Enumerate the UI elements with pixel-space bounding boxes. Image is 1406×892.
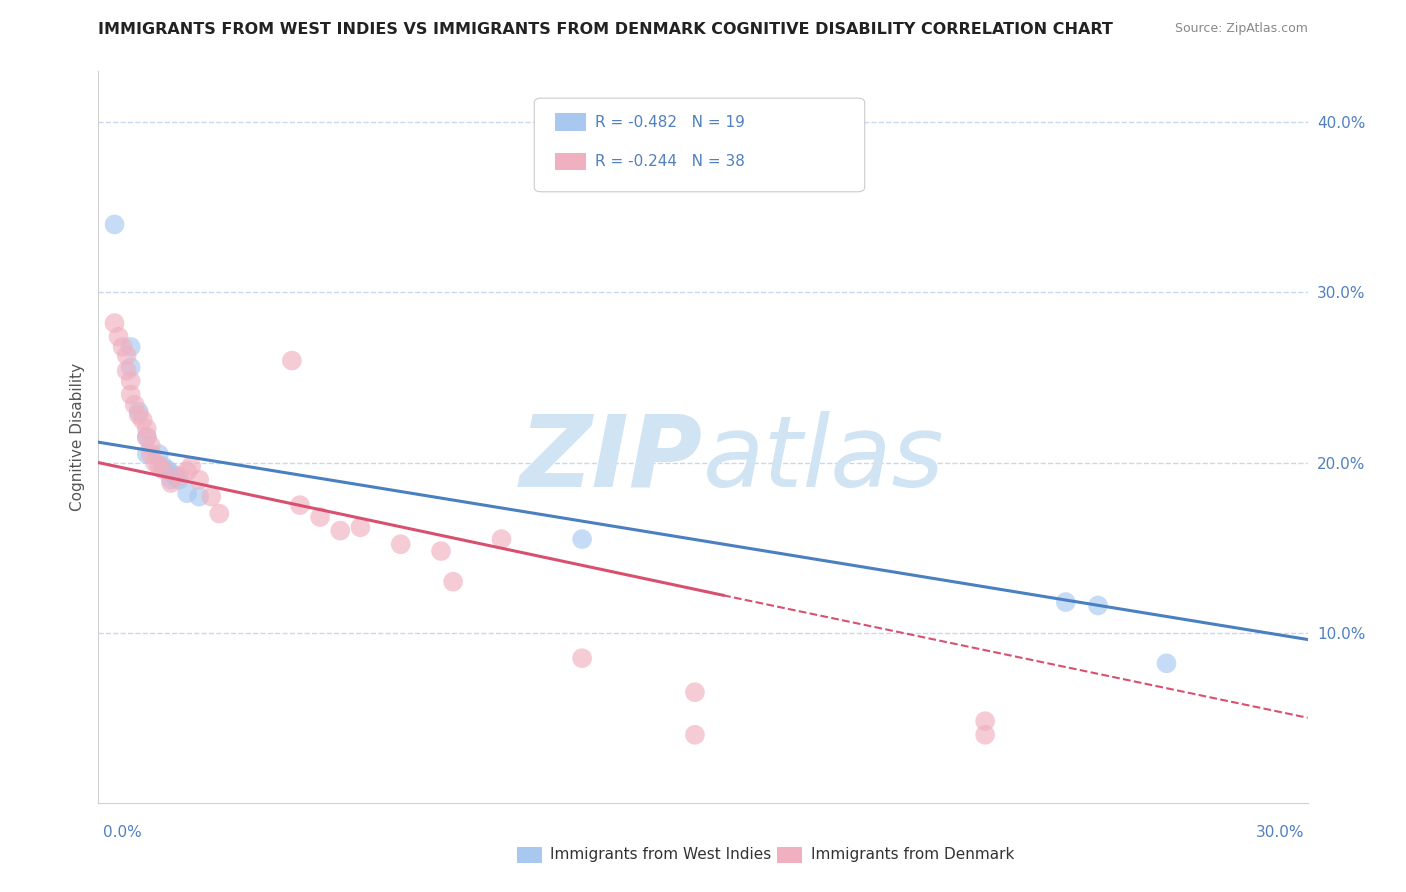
Point <box>128 408 150 422</box>
Text: Source: ZipAtlas.com: Source: ZipAtlas.com <box>1174 22 1308 36</box>
Point <box>288 498 311 512</box>
Point <box>143 456 166 470</box>
Point <box>974 728 997 742</box>
Point <box>135 430 157 444</box>
Point <box>148 458 170 473</box>
Point <box>120 340 142 354</box>
Point <box>200 490 222 504</box>
Point <box>120 360 142 375</box>
Point <box>132 413 155 427</box>
Point <box>208 507 231 521</box>
Point <box>160 475 183 490</box>
Point <box>115 364 138 378</box>
Point <box>103 218 125 232</box>
Point <box>160 473 183 487</box>
Point <box>281 353 304 368</box>
Point <box>491 532 513 546</box>
Point <box>1087 599 1109 613</box>
Point <box>571 532 593 546</box>
Point <box>974 714 997 728</box>
Point <box>349 520 371 534</box>
Point <box>148 447 170 461</box>
Text: IMMIGRANTS FROM WEST INDIES VS IMMIGRANTS FROM DENMARK COGNITIVE DISABILITY CORR: IMMIGRANTS FROM WEST INDIES VS IMMIGRANT… <box>98 22 1114 37</box>
Point <box>107 329 129 343</box>
Point <box>124 398 146 412</box>
Point <box>139 439 162 453</box>
Text: 0.0%: 0.0% <box>103 825 142 839</box>
Point <box>156 462 179 476</box>
Point <box>167 473 190 487</box>
Point <box>441 574 464 589</box>
Point <box>135 421 157 435</box>
Point <box>188 473 211 487</box>
Y-axis label: Cognitive Disability: Cognitive Disability <box>69 363 84 511</box>
Point <box>430 544 453 558</box>
Text: R = -0.482   N = 19: R = -0.482 N = 19 <box>595 115 745 129</box>
Point <box>111 340 134 354</box>
Point <box>389 537 412 551</box>
Point <box>115 348 138 362</box>
Point <box>329 524 352 538</box>
Point <box>128 404 150 418</box>
Text: R = -0.244   N = 38: R = -0.244 N = 38 <box>595 154 745 169</box>
Text: atlas: atlas <box>703 410 945 508</box>
Point <box>163 469 186 483</box>
Point <box>309 510 332 524</box>
Point <box>683 728 706 742</box>
Point <box>188 490 211 504</box>
Point <box>571 651 593 665</box>
Point <box>135 447 157 461</box>
Point <box>152 458 174 473</box>
Point <box>176 464 198 478</box>
Point <box>135 430 157 444</box>
Point <box>167 469 190 483</box>
Text: Immigrants from Denmark: Immigrants from Denmark <box>810 847 1014 862</box>
Text: Immigrants from West Indies: Immigrants from West Indies <box>551 847 772 862</box>
Point <box>120 387 142 401</box>
Text: ZIP: ZIP <box>520 410 703 508</box>
Point <box>176 486 198 500</box>
Point <box>1054 595 1077 609</box>
Point <box>1156 657 1178 671</box>
Point <box>180 458 202 473</box>
Text: 30.0%: 30.0% <box>1257 825 1305 839</box>
Point <box>103 316 125 330</box>
Point <box>160 466 183 480</box>
Point <box>683 685 706 699</box>
Point <box>139 447 162 461</box>
Point <box>152 462 174 476</box>
Point <box>120 374 142 388</box>
